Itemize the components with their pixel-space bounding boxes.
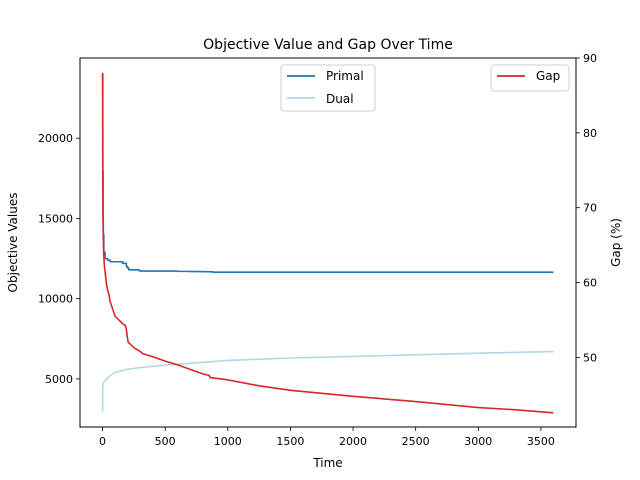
chart-title: Objective Value and Gap Over Time: [203, 37, 453, 53]
y-right-tick-label: 90: [583, 52, 597, 65]
x-tick-label: 1000: [214, 435, 242, 448]
legend-gap-label: Gap: [536, 69, 560, 83]
legend-primal-label: Primal: [326, 69, 364, 83]
x-tick-label: 2500: [402, 435, 430, 448]
legend-left: Primal Dual: [280, 64, 376, 112]
y-left-tick-label: 10000: [38, 293, 73, 306]
x-tick-label: 500: [155, 435, 176, 448]
x-axis-label: Time: [312, 456, 342, 470]
y-left-tick-label: 15000: [38, 212, 73, 225]
series-line-gap: [101, 72, 554, 414]
y-axis-label-left: Objective Values: [6, 193, 20, 293]
y-right-tick-label: 70: [583, 202, 597, 215]
legend-right-box: [490, 64, 570, 92]
y-right-tick-label: 80: [583, 127, 597, 140]
x-tick-label: 3000: [464, 435, 492, 448]
axis-ticks: 0 500 1000 1500 2000 2500 3000 3500 5000 10000 150…: [38, 52, 597, 448]
series-lines: [101, 72, 554, 414]
y-right-tick-label: 50: [583, 351, 597, 364]
x-tick-label: 3500: [527, 435, 555, 448]
y-left-tick-label: 20000: [38, 132, 73, 145]
legend-dual-label: Dual: [326, 92, 354, 106]
y-axis-label-right: Gap (%): [609, 218, 623, 267]
x-tick-label: 2000: [339, 435, 367, 448]
plot-frame: [79, 57, 577, 428]
x-tick-label: 0: [99, 435, 106, 448]
x-tick-label: 1500: [276, 435, 304, 448]
y-right-tick-label: 60: [583, 277, 597, 290]
series-line-dual: [101, 350, 554, 412]
legend-right: Gap: [490, 64, 570, 92]
y-left-tick-label: 5000: [45, 373, 73, 386]
